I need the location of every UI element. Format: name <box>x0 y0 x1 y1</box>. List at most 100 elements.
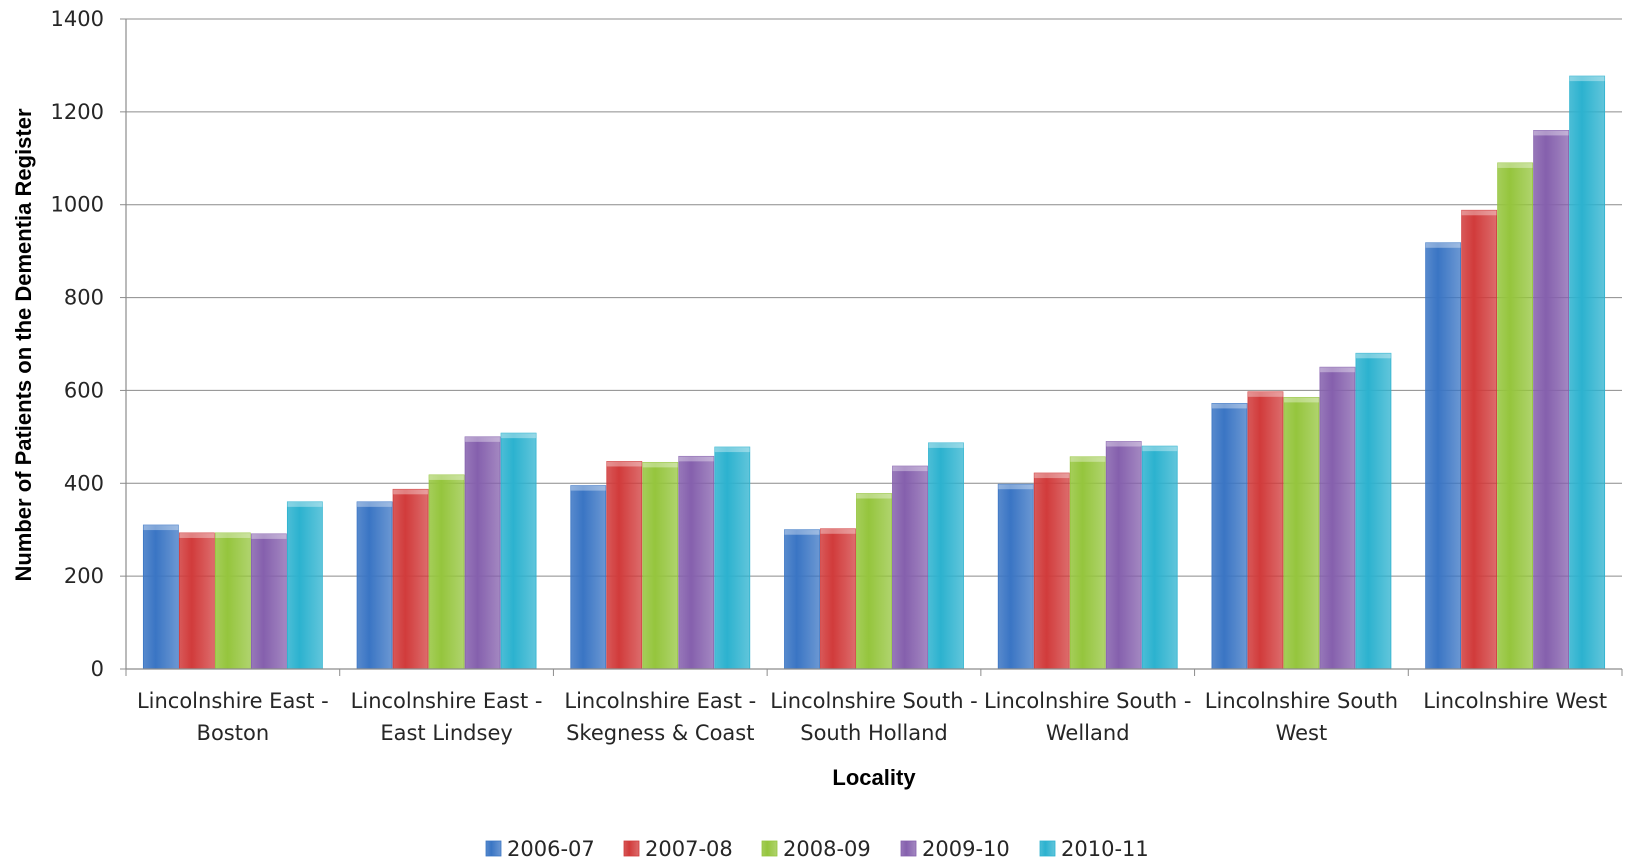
bar-highlight <box>606 461 642 467</box>
bar-highlight <box>998 484 1034 490</box>
bar <box>570 485 607 670</box>
x-category-label: Lincolnshire East - <box>137 689 329 713</box>
bar <box>1497 162 1534 670</box>
y-axis-title: Number of Patients on the Dementia Regis… <box>11 108 36 582</box>
legend: 2006-07 2007-08 2008-09 2009-10 2010-11 <box>485 837 1149 861</box>
y-axis-ticks: 0 200 400 600 800 1000 1200 1400 <box>51 7 126 681</box>
bar <box>250 533 287 670</box>
bar-highlight <box>215 532 251 538</box>
legend-label: 2008-09 <box>783 837 871 861</box>
x-category-label: Lincolnshire West <box>1423 689 1607 713</box>
legend-label: 2009-10 <box>922 837 1010 861</box>
legend-swatch <box>900 840 917 857</box>
legend-swatch <box>761 840 778 857</box>
x-category-label: Lincolnshire East - <box>564 689 756 713</box>
legend-label: 2006-07 <box>507 837 595 861</box>
bar <box>1211 403 1248 670</box>
bar <box>1355 352 1392 670</box>
x-category-label: Skegness & Coast <box>566 721 754 745</box>
y-tick-label: 1000 <box>51 193 104 217</box>
bar-highlight <box>892 466 928 472</box>
bar-highlight <box>1283 397 1319 403</box>
bar <box>1319 366 1356 670</box>
bar <box>286 501 323 670</box>
x-category-label: West <box>1276 721 1328 745</box>
bar <box>428 474 465 670</box>
y-tick-label: 600 <box>64 378 104 402</box>
bar-highlight <box>143 525 179 531</box>
bar <box>1283 396 1320 670</box>
y-tick-label: 1400 <box>51 7 104 31</box>
x-category-label: Lincolnshire South <box>1205 689 1398 713</box>
bar-highlight <box>678 456 714 462</box>
bar <box>606 461 643 670</box>
x-category-label: Boston <box>197 721 270 745</box>
legend-swatch <box>623 840 640 857</box>
bar-highlight <box>357 501 393 507</box>
bar <box>928 442 964 670</box>
bar-highlight <box>501 433 537 439</box>
bar <box>142 524 179 670</box>
x-category-label: Welland <box>1046 721 1130 745</box>
bar-highlight <box>1070 456 1106 462</box>
bar <box>892 465 928 670</box>
x-category-label: East Lindsey <box>380 721 512 745</box>
bar-highlight <box>1425 242 1461 248</box>
bar-highlight <box>1034 473 1070 479</box>
bar <box>178 532 215 670</box>
bar <box>464 436 501 670</box>
y-tick-label: 800 <box>64 286 104 310</box>
bar <box>1461 209 1498 670</box>
bar-highlight <box>251 533 287 539</box>
bar-highlight <box>1355 353 1391 359</box>
bar-highlight <box>1106 441 1142 447</box>
bar-highlight <box>570 485 606 491</box>
bar <box>997 483 1034 670</box>
bar <box>1033 472 1070 670</box>
bar-highlight <box>429 474 465 480</box>
bar <box>820 528 856 670</box>
x-category-label: Lincolnshire East - <box>351 689 543 713</box>
bar <box>784 529 820 670</box>
x-axis-category-labels: Lincolnshire East - Boston Lincolnshire Ea… <box>137 689 1607 745</box>
bar-highlight <box>1569 76 1605 82</box>
bar-highlight <box>1461 210 1497 216</box>
x-category-label: South Holland <box>800 721 948 745</box>
bar-highlight <box>1211 403 1247 409</box>
y-tick-label: 0 <box>91 657 104 681</box>
bar <box>714 446 751 670</box>
bar-highlight <box>1497 162 1533 168</box>
bar <box>1141 445 1178 670</box>
bar <box>1533 130 1570 670</box>
y-tick-label: 400 <box>64 471 104 495</box>
bars <box>142 75 1606 670</box>
bar <box>1069 456 1106 670</box>
bar <box>214 532 251 670</box>
y-tick-label: 200 <box>64 564 104 588</box>
bar-highlight <box>1319 367 1355 373</box>
axes <box>125 19 1623 676</box>
bar-highlight <box>856 493 892 499</box>
bar-highlight <box>1247 391 1283 397</box>
bar <box>356 501 393 670</box>
bar-highlight <box>179 532 215 538</box>
bar <box>1425 242 1462 670</box>
legend-swatch <box>485 840 502 857</box>
bar-highlight <box>820 528 856 534</box>
bar <box>642 461 679 670</box>
bar-highlight <box>1533 130 1569 136</box>
bar <box>392 488 429 670</box>
bar-highlight <box>393 489 429 495</box>
legend-swatch <box>1039 840 1056 857</box>
legend-label: 2010-11 <box>1061 837 1149 861</box>
bar <box>1569 75 1606 670</box>
x-category-label: Lincolnshire South - <box>770 689 978 713</box>
legend-label: 2007-08 <box>645 837 733 861</box>
x-axis-title: Locality <box>832 765 916 790</box>
bar-highlight <box>1142 446 1178 452</box>
bar <box>500 432 537 670</box>
bar-highlight <box>287 501 323 507</box>
bar <box>678 455 715 670</box>
y-tick-label: 1200 <box>51 100 104 124</box>
